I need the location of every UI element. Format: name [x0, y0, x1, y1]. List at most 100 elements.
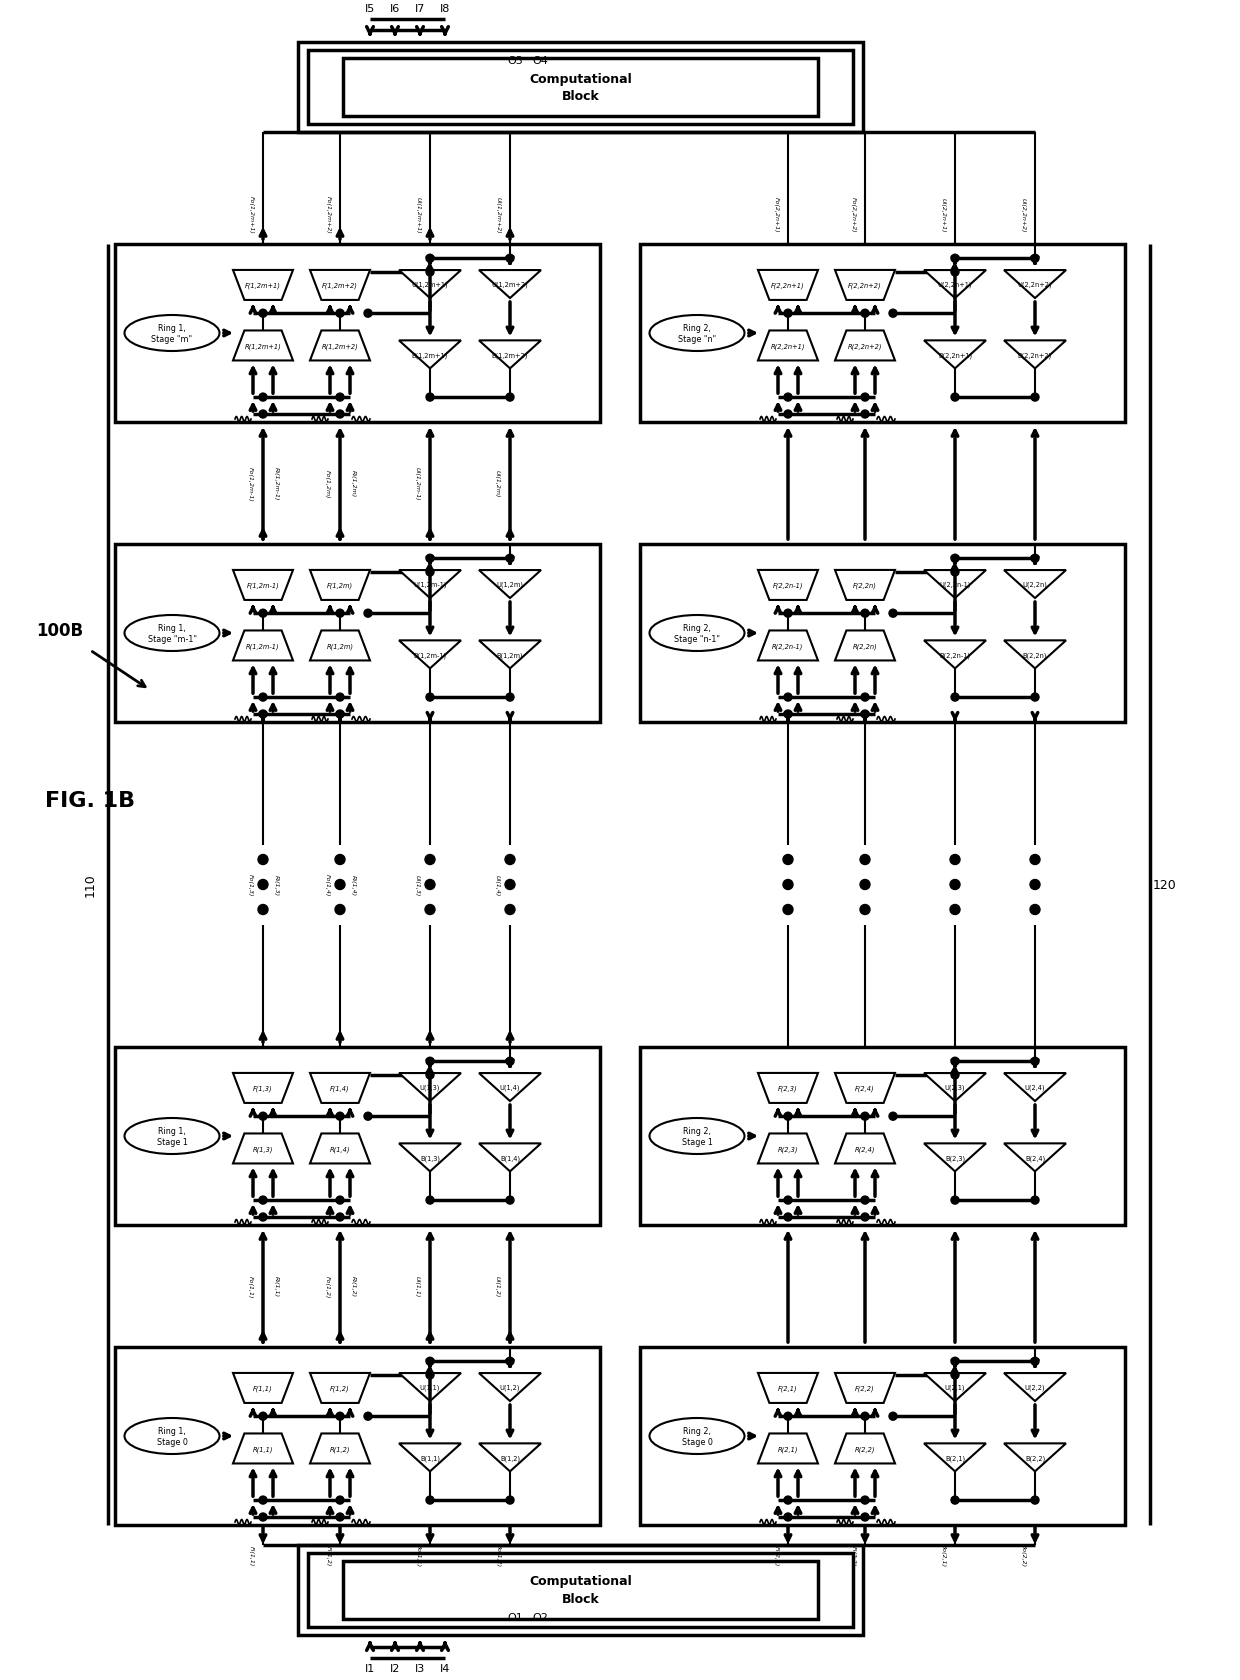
- Polygon shape: [310, 331, 370, 361]
- Polygon shape: [399, 1074, 461, 1102]
- Bar: [115, 544, 600, 722]
- Circle shape: [861, 1497, 869, 1504]
- Polygon shape: [399, 270, 461, 299]
- Text: B(2,2n): B(2,2n): [1023, 652, 1048, 659]
- Circle shape: [506, 1196, 515, 1205]
- Circle shape: [259, 711, 267, 719]
- Text: B(2,2n+1): B(2,2n+1): [937, 351, 972, 358]
- Text: Computational: Computational: [529, 72, 632, 86]
- Polygon shape: [835, 1134, 895, 1164]
- Text: F(1,4): F(1,4): [330, 1085, 350, 1092]
- Polygon shape: [924, 642, 986, 669]
- Text: U(2,2n+2): U(2,2n+2): [1018, 282, 1053, 289]
- Polygon shape: [233, 1433, 293, 1463]
- Text: R(2,2): R(2,2): [854, 1445, 875, 1452]
- Text: Ui(2,2n+1): Ui(2,2n+1): [940, 198, 945, 232]
- Bar: [308, 1552, 853, 1626]
- Circle shape: [258, 880, 268, 890]
- Polygon shape: [1004, 341, 1066, 370]
- Text: Bo(2,2): Bo(2,2): [1021, 1544, 1025, 1567]
- Ellipse shape: [124, 615, 219, 652]
- Polygon shape: [924, 270, 986, 299]
- Text: R(1,3): R(1,3): [253, 1146, 273, 1152]
- Circle shape: [782, 855, 794, 865]
- Polygon shape: [479, 1443, 541, 1472]
- Text: Ring 1,
Stage 0: Ring 1, Stage 0: [156, 1426, 187, 1446]
- Text: R(2,4): R(2,4): [854, 1146, 875, 1152]
- Circle shape: [861, 410, 869, 418]
- Text: U(2,4): U(2,4): [1024, 1084, 1045, 1090]
- Circle shape: [951, 1497, 959, 1504]
- Circle shape: [259, 410, 267, 418]
- Polygon shape: [479, 571, 541, 598]
- Text: R(2,3): R(2,3): [777, 1146, 799, 1152]
- Polygon shape: [835, 1074, 895, 1104]
- Text: U(2,1): U(2,1): [945, 1384, 965, 1391]
- Ellipse shape: [124, 1119, 219, 1154]
- Circle shape: [1030, 554, 1039, 563]
- Polygon shape: [310, 1074, 370, 1104]
- Text: R(2,2n+1): R(2,2n+1): [771, 343, 805, 349]
- Text: I6: I6: [389, 3, 401, 13]
- Polygon shape: [835, 1433, 895, 1463]
- Polygon shape: [924, 1074, 986, 1102]
- Circle shape: [950, 855, 960, 865]
- Circle shape: [861, 906, 870, 916]
- Text: Ui(1,2): Ui(1,2): [495, 1275, 500, 1297]
- Circle shape: [336, 1213, 343, 1221]
- Text: Ui(1,2m-1): Ui(1,2m-1): [414, 467, 419, 501]
- Text: Ring 2,
Stage 0: Ring 2, Stage 0: [682, 1426, 713, 1446]
- Polygon shape: [1004, 642, 1066, 669]
- Text: B(1,3): B(1,3): [420, 1154, 440, 1161]
- Text: O2: O2: [532, 1613, 548, 1621]
- Text: R(2,2n): R(2,2n): [853, 643, 878, 650]
- Bar: [308, 50, 853, 124]
- Text: Fo(1,4): Fo(1,4): [325, 874, 330, 895]
- Circle shape: [427, 1371, 434, 1379]
- Polygon shape: [399, 1144, 461, 1171]
- Polygon shape: [924, 1144, 986, 1171]
- Text: Bo(1,1): Bo(1,1): [415, 1544, 420, 1567]
- Text: Fo(2,2n+1): Fo(2,2n+1): [774, 197, 779, 234]
- Text: Ri(1,3): Ri(1,3): [274, 874, 279, 895]
- Circle shape: [951, 255, 959, 264]
- Polygon shape: [835, 270, 895, 301]
- Text: U(2,2n): U(2,2n): [1023, 581, 1048, 588]
- Circle shape: [1030, 393, 1039, 402]
- Circle shape: [784, 1213, 792, 1221]
- Circle shape: [365, 311, 372, 318]
- Polygon shape: [233, 1074, 293, 1104]
- Circle shape: [336, 610, 343, 618]
- Circle shape: [861, 1196, 869, 1205]
- Circle shape: [259, 1514, 267, 1520]
- Bar: [640, 245, 1125, 423]
- Text: B(1,1): B(1,1): [420, 1455, 440, 1460]
- Polygon shape: [1004, 1443, 1066, 1472]
- Circle shape: [861, 855, 870, 865]
- Text: Ring 2,
Stage 1: Ring 2, Stage 1: [682, 1127, 713, 1146]
- Circle shape: [951, 269, 959, 277]
- Circle shape: [1030, 1497, 1039, 1504]
- Bar: [115, 1347, 600, 1525]
- Circle shape: [1030, 1196, 1039, 1205]
- Text: F(2,2): F(2,2): [856, 1384, 874, 1391]
- Circle shape: [427, 1196, 434, 1205]
- Circle shape: [259, 694, 267, 702]
- Bar: [640, 1347, 1125, 1525]
- Polygon shape: [310, 270, 370, 301]
- Circle shape: [427, 255, 434, 264]
- Text: 110: 110: [83, 874, 97, 897]
- Circle shape: [336, 410, 343, 418]
- Circle shape: [951, 1072, 959, 1079]
- Text: Fo(2,2n+2): Fo(2,2n+2): [851, 197, 856, 234]
- Circle shape: [259, 1497, 267, 1504]
- Circle shape: [336, 1413, 343, 1420]
- Polygon shape: [1004, 1373, 1066, 1401]
- Text: B(2,2n+2): B(2,2n+2): [1018, 351, 1052, 358]
- Polygon shape: [1004, 1144, 1066, 1171]
- Circle shape: [506, 1357, 515, 1366]
- Circle shape: [861, 1112, 869, 1121]
- Circle shape: [861, 880, 870, 890]
- Polygon shape: [479, 1373, 541, 1401]
- Circle shape: [335, 880, 345, 890]
